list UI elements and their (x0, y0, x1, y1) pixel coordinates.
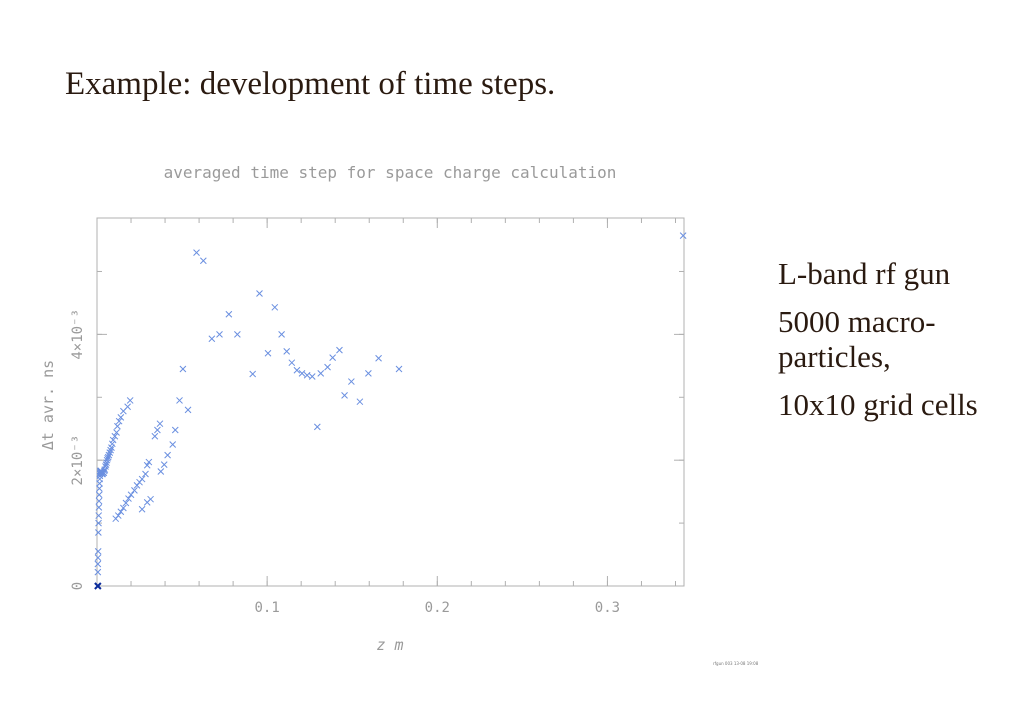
data-point (114, 422, 121, 430)
x-tick-label: 0.1 (254, 600, 279, 616)
data-point (298, 370, 306, 377)
x-tick-label: 0.2 (425, 600, 450, 616)
data-point (95, 529, 102, 536)
data-point (329, 354, 337, 362)
data-point (95, 519, 102, 527)
data-point (293, 366, 301, 374)
data-point (171, 426, 179, 434)
data-point (160, 461, 168, 468)
data-point (157, 468, 165, 475)
data-point (142, 470, 149, 478)
data-point (313, 423, 321, 431)
data-point (138, 505, 146, 513)
data-point (154, 426, 161, 434)
data-point (365, 370, 372, 377)
data-point (109, 436, 117, 444)
slide-title: Example: development of time steps. (65, 66, 556, 102)
note-grid-cells: 10x10 grid cells (778, 387, 978, 422)
data-point (102, 463, 109, 470)
origin-marker (94, 582, 102, 590)
data-point (179, 365, 187, 373)
tick-labels: 0.1 0.2 0.3 0 2×10⁻³ 4×10⁻³ (70, 309, 620, 616)
data-point (151, 432, 159, 440)
data-point (176, 397, 183, 404)
data-point (94, 548, 102, 555)
data-point (122, 499, 130, 507)
data-point (117, 414, 125, 421)
data-point (95, 504, 103, 511)
side-notes: L-band rf gun 5000 macro-particles, 10x1… (778, 256, 1008, 435)
data-point (184, 406, 192, 414)
footer-stamp: rfgun 003 13-08 19:08 (713, 661, 759, 666)
data-point (131, 487, 138, 494)
data-point (256, 290, 263, 297)
data-point (234, 331, 241, 338)
x-tick-label: 0.3 (595, 600, 620, 616)
data-point (324, 363, 331, 371)
data-point (95, 491, 103, 499)
data-point (208, 335, 216, 343)
data-point (341, 392, 348, 399)
data-point (288, 359, 296, 367)
data-point (94, 554, 102, 562)
y-axis-label: Δt avr. ns (39, 360, 57, 450)
data-point (120, 504, 127, 512)
note-gun-type: L-band rf gun (778, 256, 951, 291)
data-point (95, 512, 103, 519)
plot-frame (96, 217, 685, 587)
note-macro-particles: 5000 macro-particles, (778, 304, 936, 374)
data-point (145, 458, 153, 466)
data-point (679, 232, 687, 239)
data-point (100, 467, 108, 475)
y-tick-label: 0 (70, 582, 86, 590)
chart-title: averaged time step for space charge calc… (164, 163, 617, 182)
data-point (115, 417, 123, 425)
axis-ticks (97, 218, 684, 586)
data-point (225, 310, 233, 318)
data-point (193, 249, 200, 256)
data-point (156, 420, 164, 428)
data-point (283, 348, 291, 355)
data-point (126, 397, 134, 404)
y-tick-label: 4×10⁻³ (70, 309, 86, 360)
data-point (117, 508, 125, 516)
data-point (111, 432, 119, 440)
data-point (104, 453, 112, 461)
y-tick-label: 2×10⁻³ (70, 435, 86, 486)
data-point (96, 485, 103, 492)
data-point (114, 512, 122, 519)
data-point (164, 451, 171, 459)
data-point (95, 497, 103, 505)
data-point (336, 346, 343, 354)
data-point (199, 257, 207, 265)
data-point (94, 560, 102, 568)
data-point (395, 365, 403, 373)
data-point (124, 403, 131, 411)
data-point (308, 373, 316, 380)
data-point (94, 568, 102, 576)
x-axis-label: z m (376, 636, 403, 654)
data-point (278, 331, 285, 338)
data-point (375, 354, 382, 362)
data-point (216, 331, 223, 338)
data-point (127, 491, 135, 499)
data-point (271, 303, 279, 311)
data-point (169, 441, 177, 448)
data-point (356, 398, 364, 406)
data-markers (94, 232, 687, 590)
data-point (317, 370, 325, 377)
data-point (303, 371, 311, 379)
data-point (143, 461, 151, 469)
data-point (113, 429, 120, 436)
data-point (147, 495, 154, 503)
data-point (264, 349, 272, 357)
data-point (249, 370, 257, 378)
data-point (348, 378, 355, 385)
data-point (138, 475, 146, 483)
data-point (125, 495, 132, 502)
